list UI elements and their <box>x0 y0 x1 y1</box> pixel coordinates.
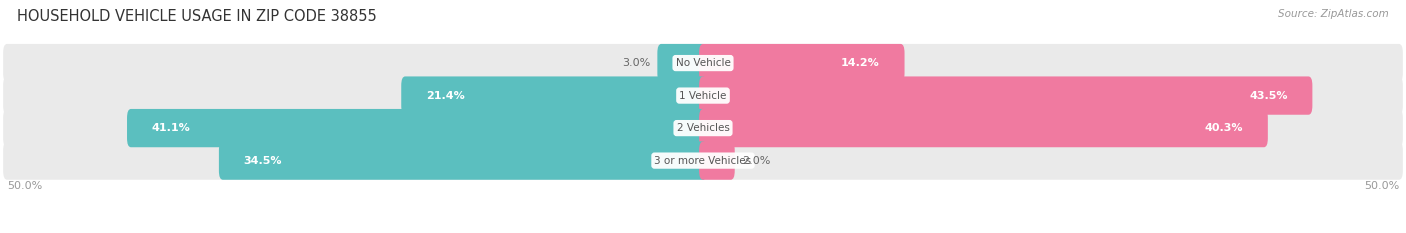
FancyBboxPatch shape <box>658 44 707 82</box>
Text: 40.3%: 40.3% <box>1205 123 1243 133</box>
FancyBboxPatch shape <box>699 44 904 82</box>
Text: 2.0%: 2.0% <box>742 156 770 166</box>
FancyBboxPatch shape <box>699 76 1312 115</box>
Text: No Vehicle: No Vehicle <box>675 58 731 68</box>
FancyBboxPatch shape <box>401 76 707 115</box>
Text: Source: ZipAtlas.com: Source: ZipAtlas.com <box>1278 9 1389 19</box>
Text: 21.4%: 21.4% <box>426 91 465 101</box>
FancyBboxPatch shape <box>3 141 1403 180</box>
FancyBboxPatch shape <box>127 109 707 147</box>
FancyBboxPatch shape <box>3 76 1403 115</box>
FancyBboxPatch shape <box>3 109 1403 147</box>
Text: 14.2%: 14.2% <box>841 58 880 68</box>
FancyBboxPatch shape <box>699 109 1268 147</box>
Text: 43.5%: 43.5% <box>1249 91 1288 101</box>
FancyBboxPatch shape <box>219 141 707 180</box>
FancyBboxPatch shape <box>699 141 735 180</box>
Text: 3 or more Vehicles: 3 or more Vehicles <box>654 156 752 166</box>
Text: 50.0%: 50.0% <box>7 181 42 191</box>
Text: 2 Vehicles: 2 Vehicles <box>676 123 730 133</box>
Text: HOUSEHOLD VEHICLE USAGE IN ZIP CODE 38855: HOUSEHOLD VEHICLE USAGE IN ZIP CODE 3885… <box>17 9 377 24</box>
FancyBboxPatch shape <box>3 44 1403 82</box>
Text: 41.1%: 41.1% <box>152 123 191 133</box>
Text: 3.0%: 3.0% <box>621 58 650 68</box>
Text: 50.0%: 50.0% <box>1364 181 1399 191</box>
Legend: Owner-occupied, Renter-occupied: Owner-occupied, Renter-occupied <box>591 230 815 233</box>
Text: 34.5%: 34.5% <box>243 156 283 166</box>
Text: 1 Vehicle: 1 Vehicle <box>679 91 727 101</box>
